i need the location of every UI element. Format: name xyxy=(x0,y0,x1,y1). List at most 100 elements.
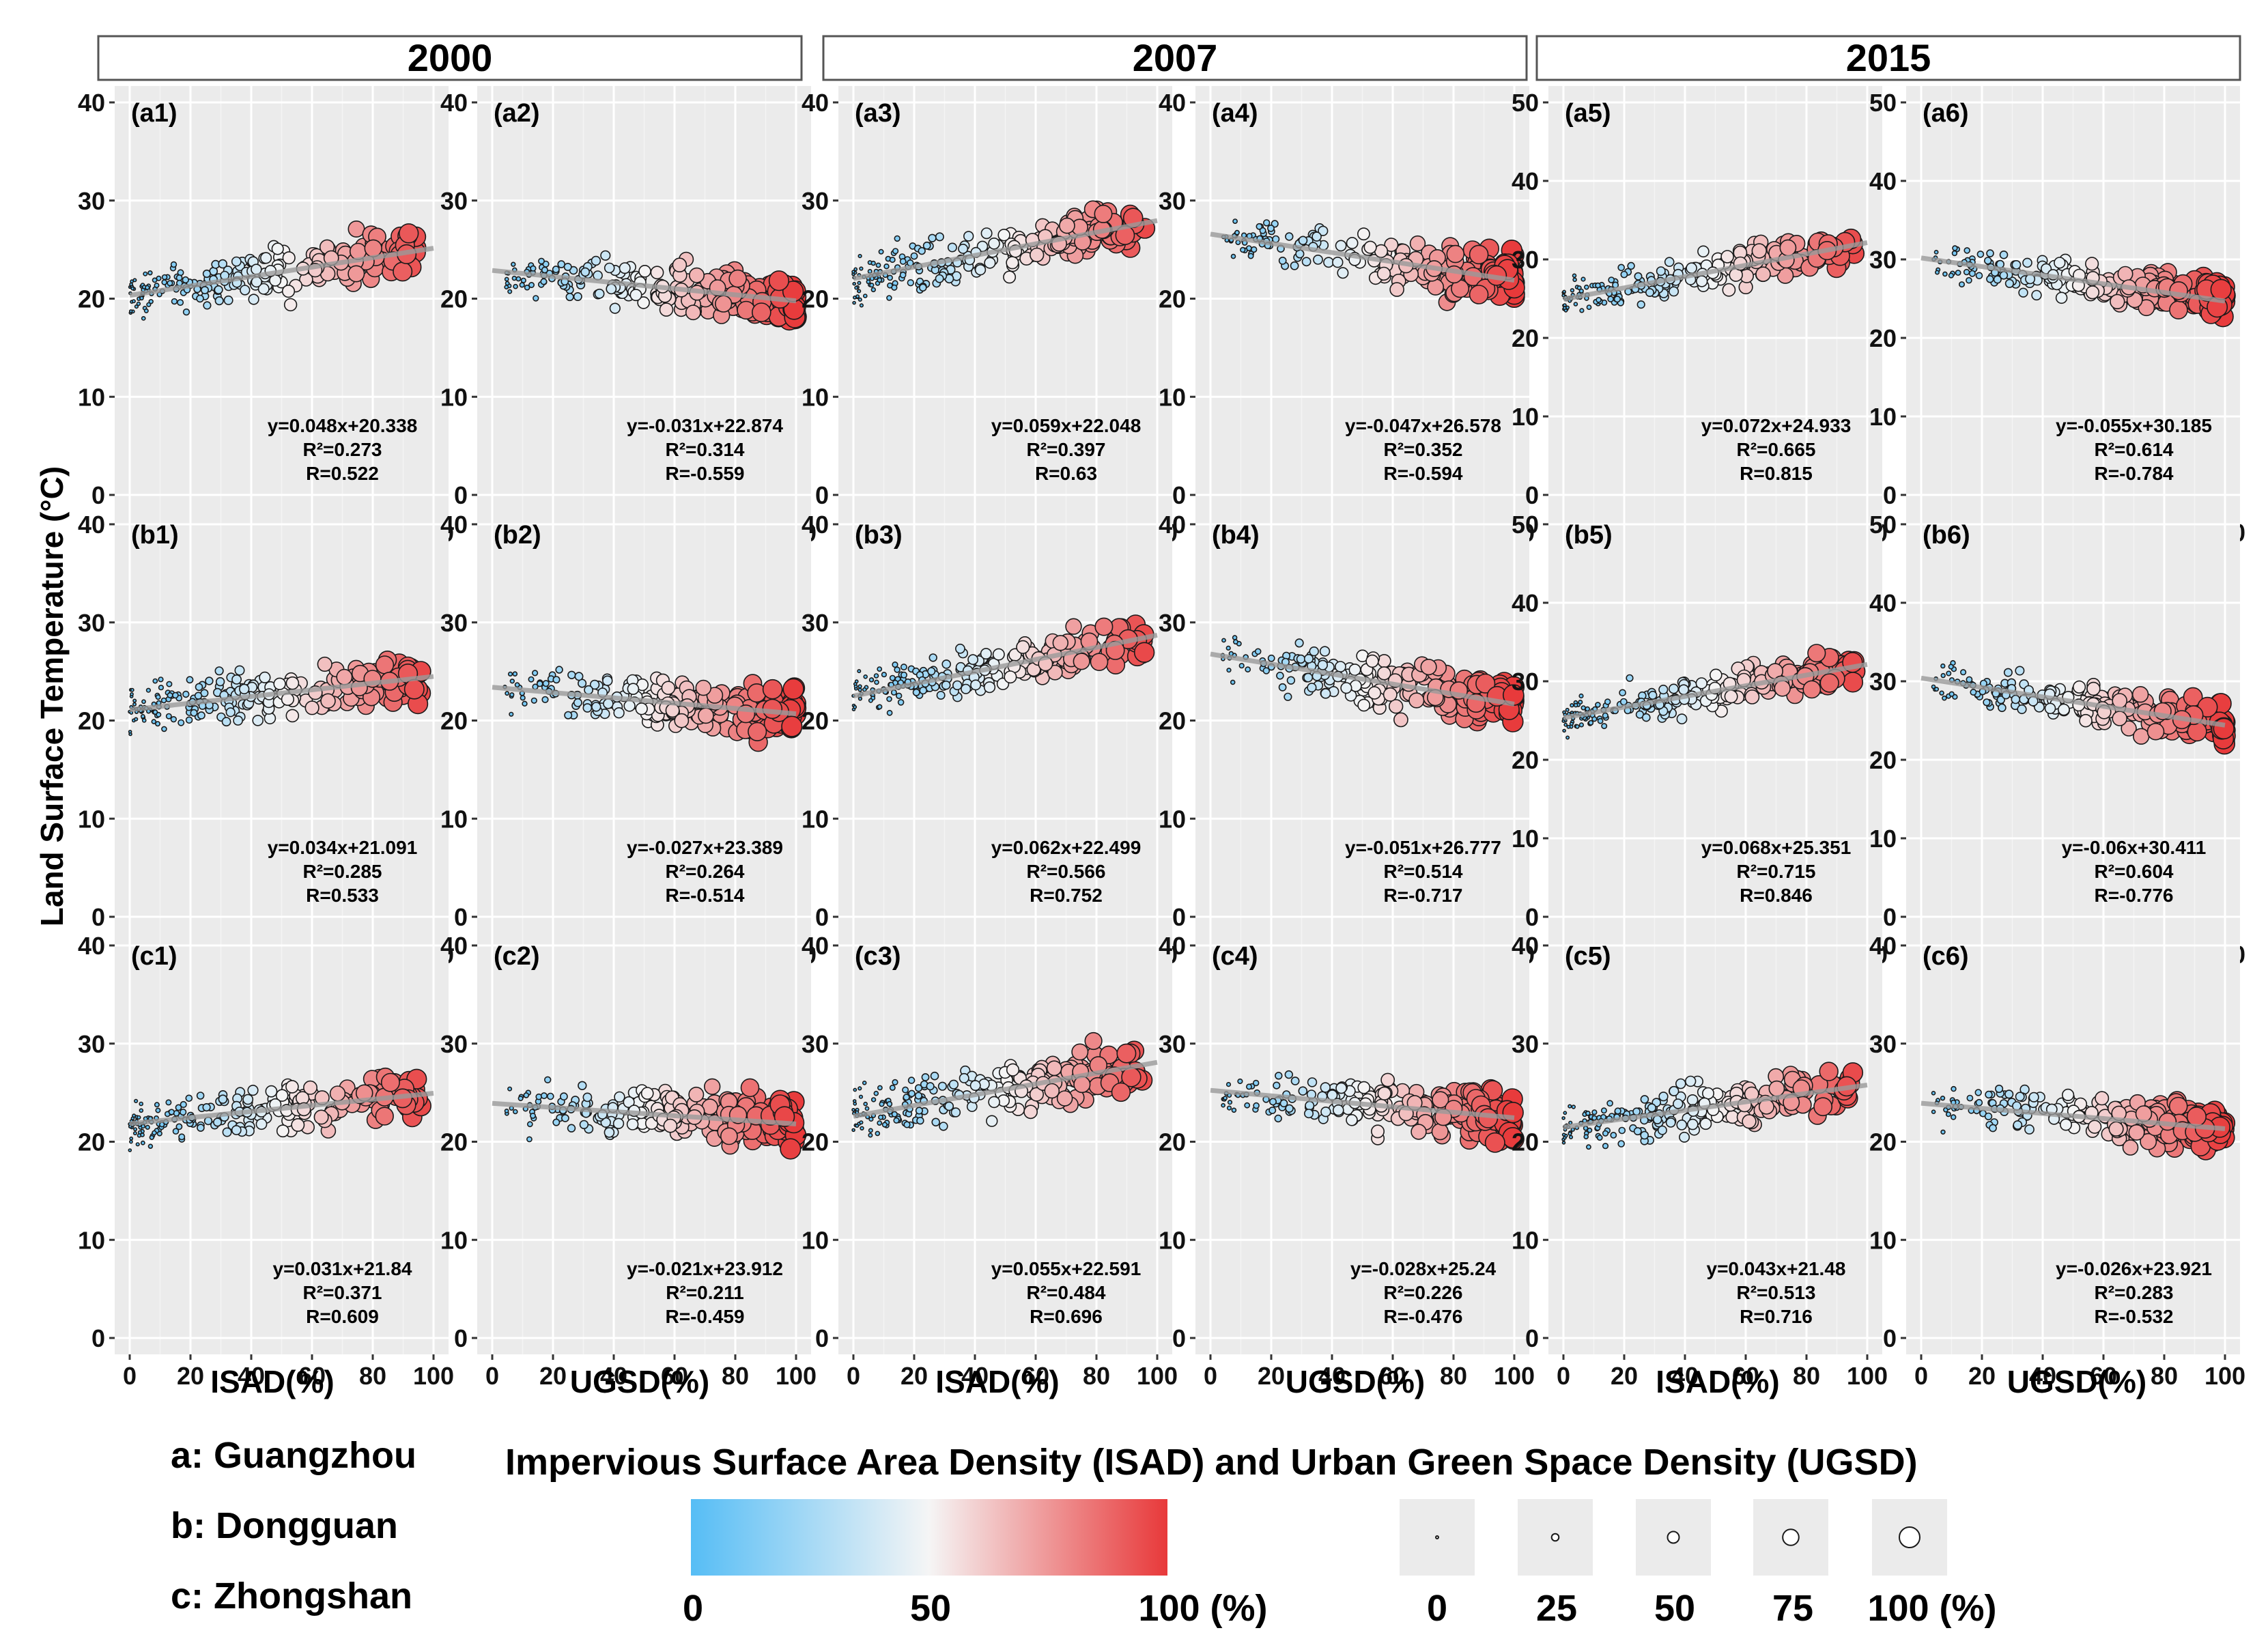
data-point xyxy=(190,709,198,717)
y-tick-label: 0 xyxy=(815,903,829,931)
panel-label: (a1) xyxy=(131,99,178,128)
data-point xyxy=(197,711,205,720)
r-value: R=-0.514 xyxy=(666,885,745,906)
data-point xyxy=(1608,276,1615,283)
data-point xyxy=(1945,1111,1951,1117)
data-point xyxy=(1562,289,1566,294)
data-point xyxy=(1233,639,1238,645)
data-point xyxy=(1968,270,1976,277)
data-point xyxy=(1570,288,1575,293)
data-point xyxy=(886,1100,893,1107)
data-point xyxy=(1578,693,1584,699)
data-point xyxy=(175,1123,183,1130)
data-point xyxy=(886,295,892,301)
panel-label: (b4) xyxy=(1212,521,1260,550)
r-squared: R²=0.604 xyxy=(2095,861,2174,882)
data-point xyxy=(1669,1085,1679,1096)
regression-equation: y=0.062x+22.499 xyxy=(991,837,1142,858)
data-point xyxy=(879,1101,885,1107)
data-point xyxy=(1597,717,1604,724)
panel-label: (a2) xyxy=(494,99,540,128)
data-point xyxy=(146,302,152,307)
data-point xyxy=(509,711,514,717)
data-point xyxy=(1658,684,1669,695)
data-point xyxy=(380,1072,400,1092)
data-point xyxy=(511,275,517,281)
r-squared: R²=0.614 xyxy=(2095,439,2174,460)
data-point xyxy=(857,1086,862,1091)
data-point xyxy=(160,697,167,704)
data-point xyxy=(1610,1132,1617,1139)
data-point xyxy=(1052,635,1069,651)
data-point xyxy=(175,274,183,281)
data-point xyxy=(1942,271,1948,277)
data-point xyxy=(1320,688,1331,699)
year-header-box-2007 xyxy=(822,35,1528,81)
data-point xyxy=(561,1114,569,1122)
data-point xyxy=(870,287,877,293)
data-point xyxy=(852,300,856,305)
data-point xyxy=(1578,700,1583,705)
y-tick-label: 20 xyxy=(802,707,829,735)
data-point xyxy=(1600,1107,1607,1114)
data-point xyxy=(889,674,896,681)
y-tick-label: 30 xyxy=(78,609,105,637)
x-tick-label: 20 xyxy=(1968,1362,1996,1390)
y-tick-label: 30 xyxy=(802,609,829,637)
data-point xyxy=(165,1099,172,1106)
regression-equation: y=-0.021x+23.912 xyxy=(627,1258,783,1279)
data-point xyxy=(895,692,903,699)
data-point xyxy=(1420,658,1437,676)
data-point xyxy=(1084,1031,1103,1051)
data-point xyxy=(1303,672,1314,683)
y-tick-label: 40 xyxy=(440,89,468,117)
data-point xyxy=(2015,1092,2025,1102)
x-axis-label-4: UGSD(%) xyxy=(1286,1364,1425,1399)
panel-a5: 02040608010001020304050(a5)y=0.072x+24.9… xyxy=(1512,86,1888,547)
data-point xyxy=(582,1092,593,1102)
year-headers: 2000 2007 2015 xyxy=(97,35,2241,81)
data-point xyxy=(984,257,996,269)
data-point xyxy=(139,296,144,301)
data-point xyxy=(231,1125,242,1135)
data-point xyxy=(878,1114,884,1120)
y-tick-label: 10 xyxy=(802,383,829,411)
data-point xyxy=(1591,1109,1598,1115)
data-point xyxy=(154,1102,160,1108)
data-point xyxy=(1951,1085,1957,1092)
data-point xyxy=(252,715,264,726)
data-point xyxy=(930,1071,939,1081)
data-point xyxy=(860,1126,864,1131)
x-axis-label-5: ISAD(%) xyxy=(1656,1364,1779,1399)
y-tick-label: 0 xyxy=(1172,903,1186,931)
data-point xyxy=(505,691,510,696)
data-point xyxy=(152,277,158,283)
data-point xyxy=(2060,1118,2073,1131)
data-point xyxy=(1309,646,1319,657)
data-point xyxy=(143,271,148,276)
data-point xyxy=(543,1076,552,1084)
x-tick-label: 0 xyxy=(1914,1362,1928,1390)
y-tick-label: 10 xyxy=(1512,825,1539,853)
y-tick-label: 30 xyxy=(1512,246,1539,274)
data-point xyxy=(2013,1120,2023,1130)
data-point xyxy=(1999,250,2009,259)
r-value: R=0.716 xyxy=(1740,1306,1813,1327)
data-point xyxy=(1602,1143,1609,1150)
data-point xyxy=(1802,680,1822,699)
data-point xyxy=(1984,1112,1993,1121)
data-point xyxy=(1116,1043,1137,1064)
data-point xyxy=(1697,245,1710,258)
data-point xyxy=(1686,1094,1699,1106)
x-tick-label: 20 xyxy=(177,1362,204,1390)
x-tick-label: 0 xyxy=(1557,1362,1570,1390)
data-point xyxy=(151,719,157,724)
regression-equation: y=0.034x+21.091 xyxy=(268,837,418,858)
y-tick-label: 0 xyxy=(91,1324,105,1352)
data-point xyxy=(941,680,951,690)
data-point xyxy=(1284,692,1292,701)
data-point xyxy=(1016,640,1030,655)
data-point xyxy=(720,1127,738,1145)
data-point xyxy=(1562,306,1567,311)
y-tick-label: 20 xyxy=(78,707,105,735)
